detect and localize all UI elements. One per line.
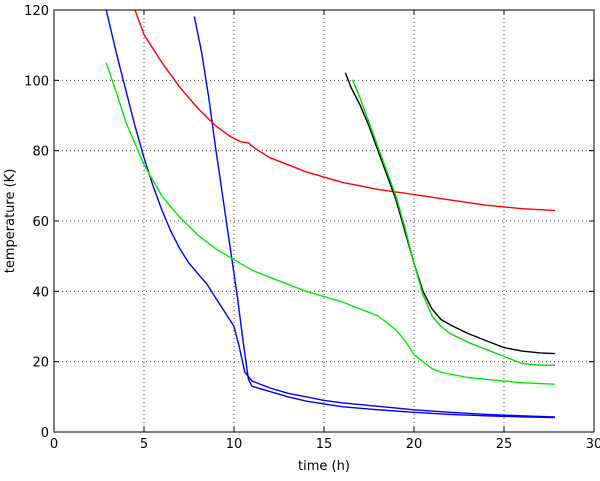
x-tick-label: 15 — [316, 437, 333, 452]
series-line-3 — [105, 62, 556, 385]
x-tick-label: 25 — [496, 437, 513, 452]
y-tick-label: 0 — [41, 426, 49, 441]
y-tick-label: 40 — [32, 285, 49, 300]
x-tick-label: 0 — [50, 437, 58, 452]
y-tick-label: 100 — [24, 74, 49, 89]
grid-layer — [54, 10, 594, 432]
y-tick-label: 80 — [32, 145, 49, 160]
y-tick-label: 20 — [32, 356, 49, 371]
series-line-2 — [193, 16, 556, 419]
series-line-1 — [105, 10, 556, 418]
x-tick-label: 5 — [140, 437, 148, 452]
x-axis-label: time (h) — [298, 459, 350, 474]
x-tick-label: 20 — [406, 437, 423, 452]
series-line-6 — [352, 79, 556, 366]
y-axis-label: temperature (K) — [3, 169, 18, 274]
series-line-5 — [344, 72, 556, 355]
series-line-4 — [134, 10, 556, 212]
x-tick-label: 30 — [586, 437, 600, 452]
series-layer — [105, 10, 556, 419]
y-tick-label: 120 — [24, 4, 49, 19]
y-tick-label: 60 — [32, 215, 49, 230]
tick-layer: 0 5 10 15 20 25 30 0 20 40 60 80 100 120 — [24, 4, 600, 452]
x-tick-label: 10 — [226, 437, 243, 452]
